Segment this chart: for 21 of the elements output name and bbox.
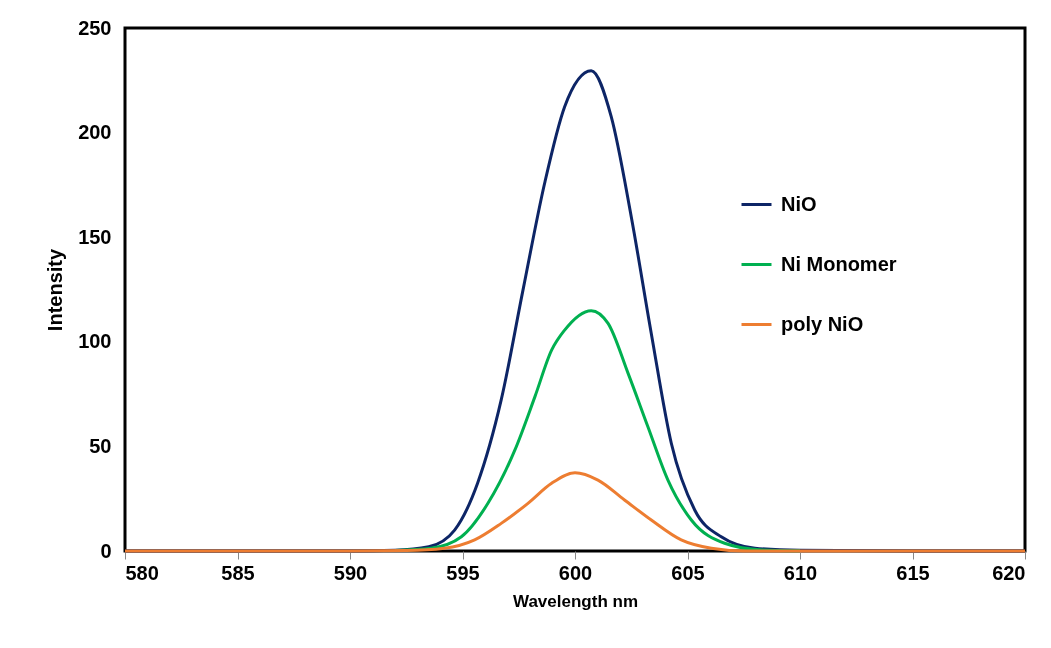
x-tick-label: 620 bbox=[992, 561, 1026, 584]
x-tick-label: 580 bbox=[125, 561, 159, 584]
y-axis-title: Intensity bbox=[44, 248, 67, 332]
y-tick-label: 50 bbox=[89, 434, 112, 457]
x-tick-label: 585 bbox=[221, 561, 255, 584]
y-tick-label: 150 bbox=[78, 225, 112, 248]
x-tick-label: 600 bbox=[558, 561, 593, 584]
y-tick-label: 100 bbox=[78, 330, 112, 353]
legend-label: poly NiO bbox=[781, 312, 864, 335]
x-axis-title: Wavelength nm bbox=[513, 591, 638, 611]
legend-label: Ni Monomer bbox=[781, 252, 897, 275]
x-tick-label: 605 bbox=[671, 561, 705, 584]
y-tick-label: 250 bbox=[78, 16, 112, 39]
x-tick-label: 595 bbox=[446, 561, 480, 584]
y-tick-label: 200 bbox=[78, 121, 112, 144]
x-tick-label: 610 bbox=[783, 561, 818, 584]
line-series bbox=[123, 471, 1027, 553]
x-tick-label: 615 bbox=[896, 561, 930, 584]
y-tick-label: 0 bbox=[100, 539, 112, 562]
x-tick-label: 590 bbox=[333, 561, 368, 584]
legend-label: NiO bbox=[781, 192, 817, 215]
